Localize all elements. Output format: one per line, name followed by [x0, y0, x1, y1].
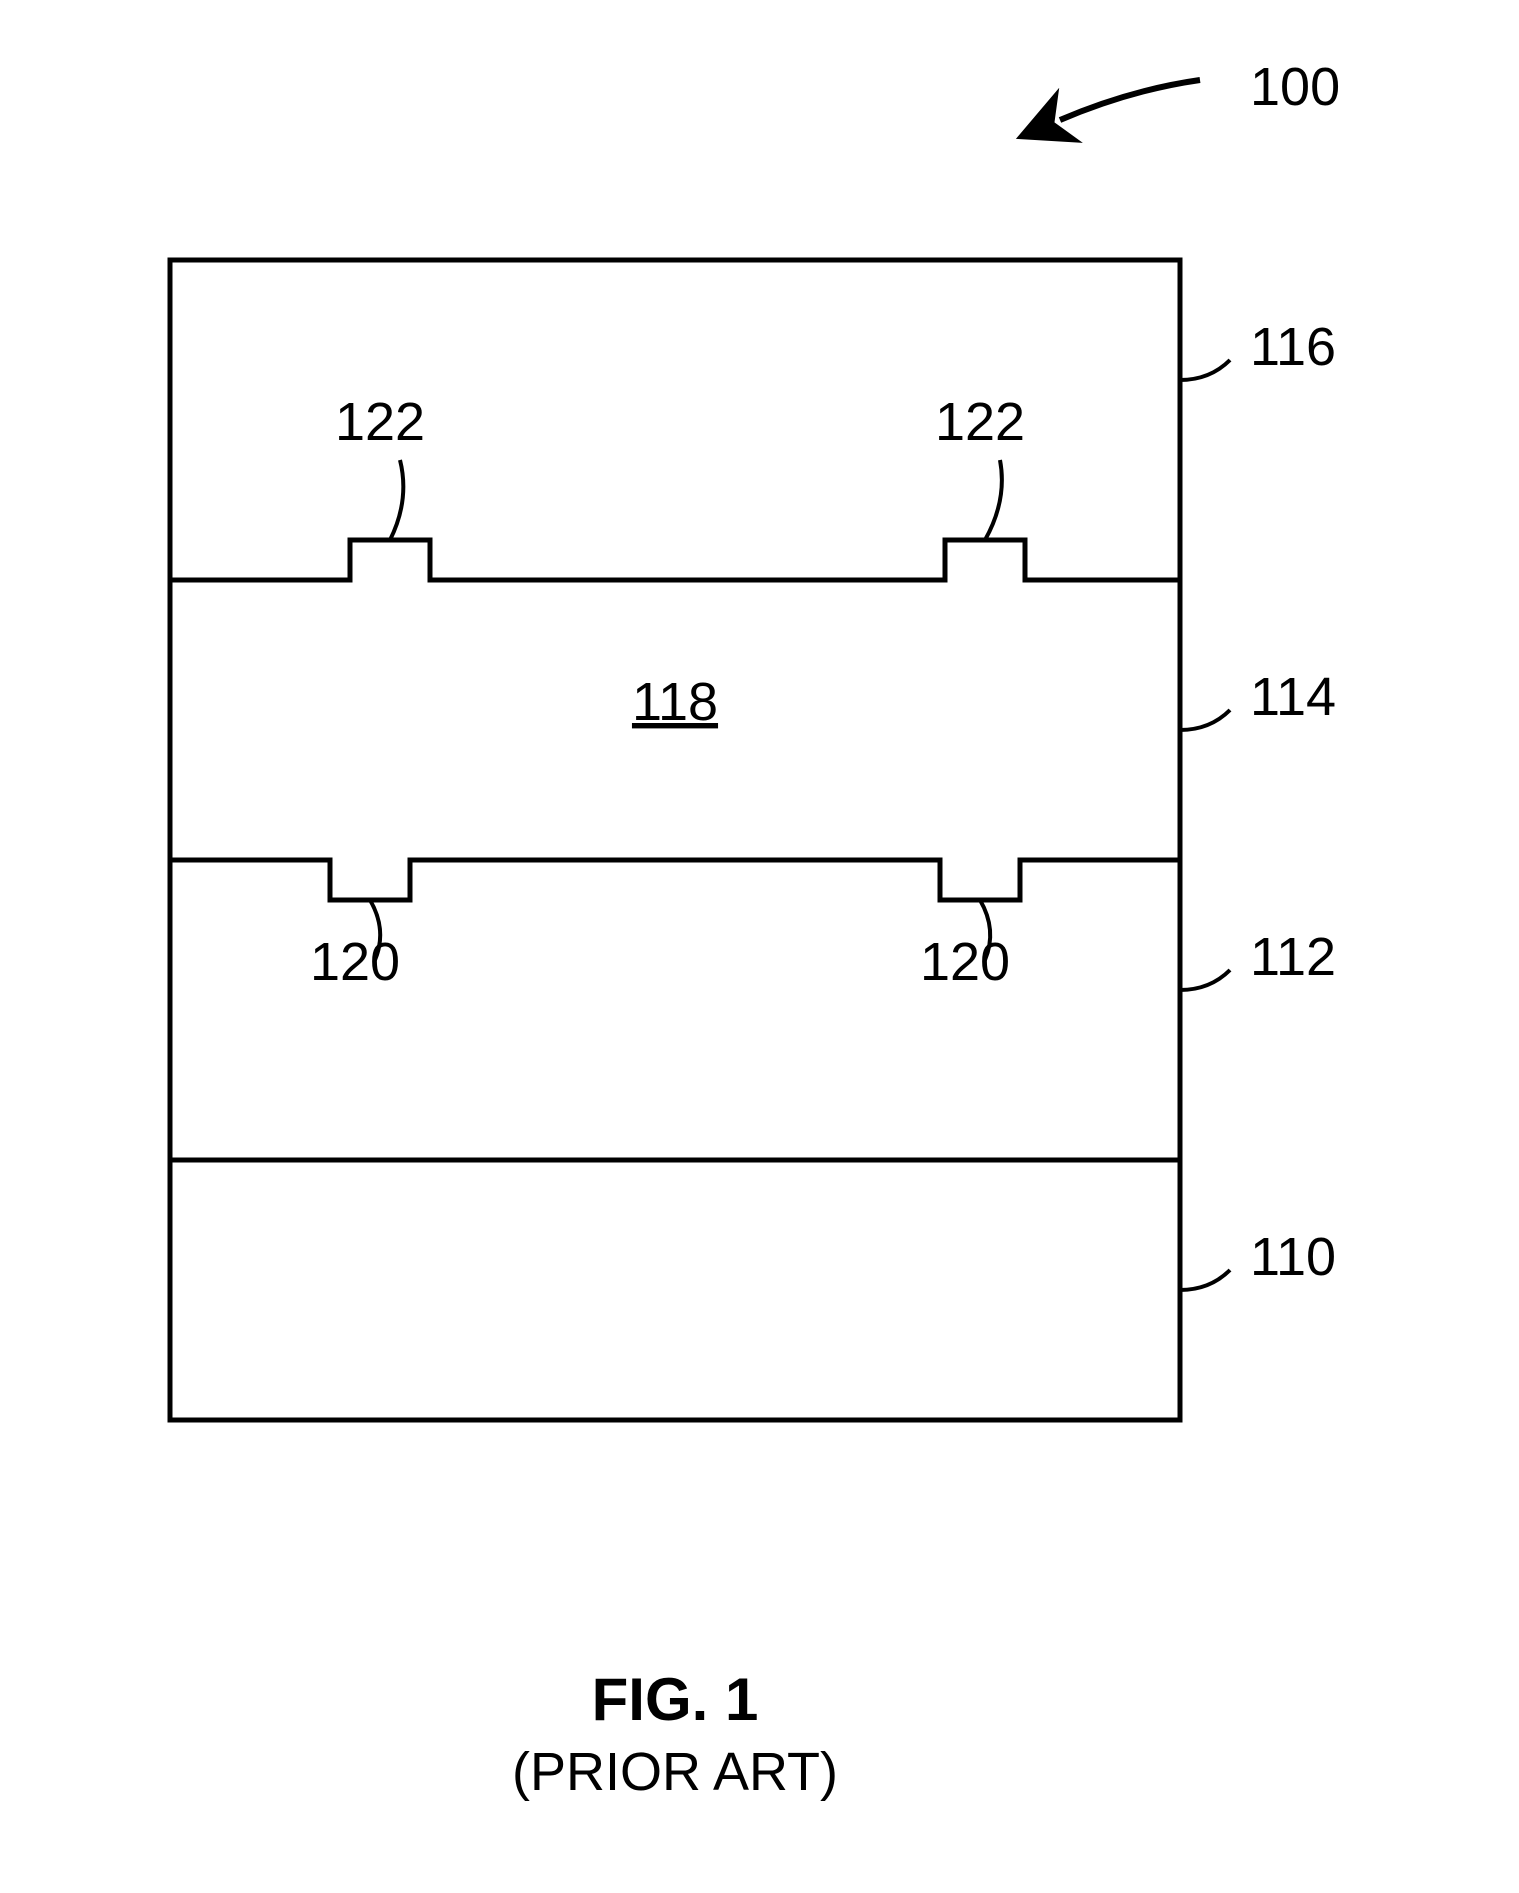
tab-label: 120 — [920, 932, 1010, 992]
layer-label: 110 — [1250, 1227, 1336, 1287]
figure-title: FIG. 1 — [592, 1666, 759, 1733]
center-label: 118 — [632, 672, 718, 732]
page: 122 122 120 120 118 116 114 112 110 100 FIG. 1 (PRI… — [0, 0, 1519, 1893]
layer-label: 116 — [1250, 317, 1336, 377]
tab-label: 120 — [310, 932, 400, 992]
reference-label: 100 — [1250, 57, 1340, 117]
layer-label: 114 — [1250, 667, 1336, 727]
reference-arrow — [1060, 80, 1200, 120]
layer-label: 112 — [1250, 927, 1336, 987]
figure-subtitle: (PRIOR ART) — [512, 1742, 838, 1802]
tab-label: 122 — [935, 392, 1025, 452]
tab-label: 122 — [335, 392, 425, 452]
patent-figure-diagram: 122 122 120 120 118 116 114 112 110 100 FIG. 1 (PRI… — [0, 0, 1519, 1893]
